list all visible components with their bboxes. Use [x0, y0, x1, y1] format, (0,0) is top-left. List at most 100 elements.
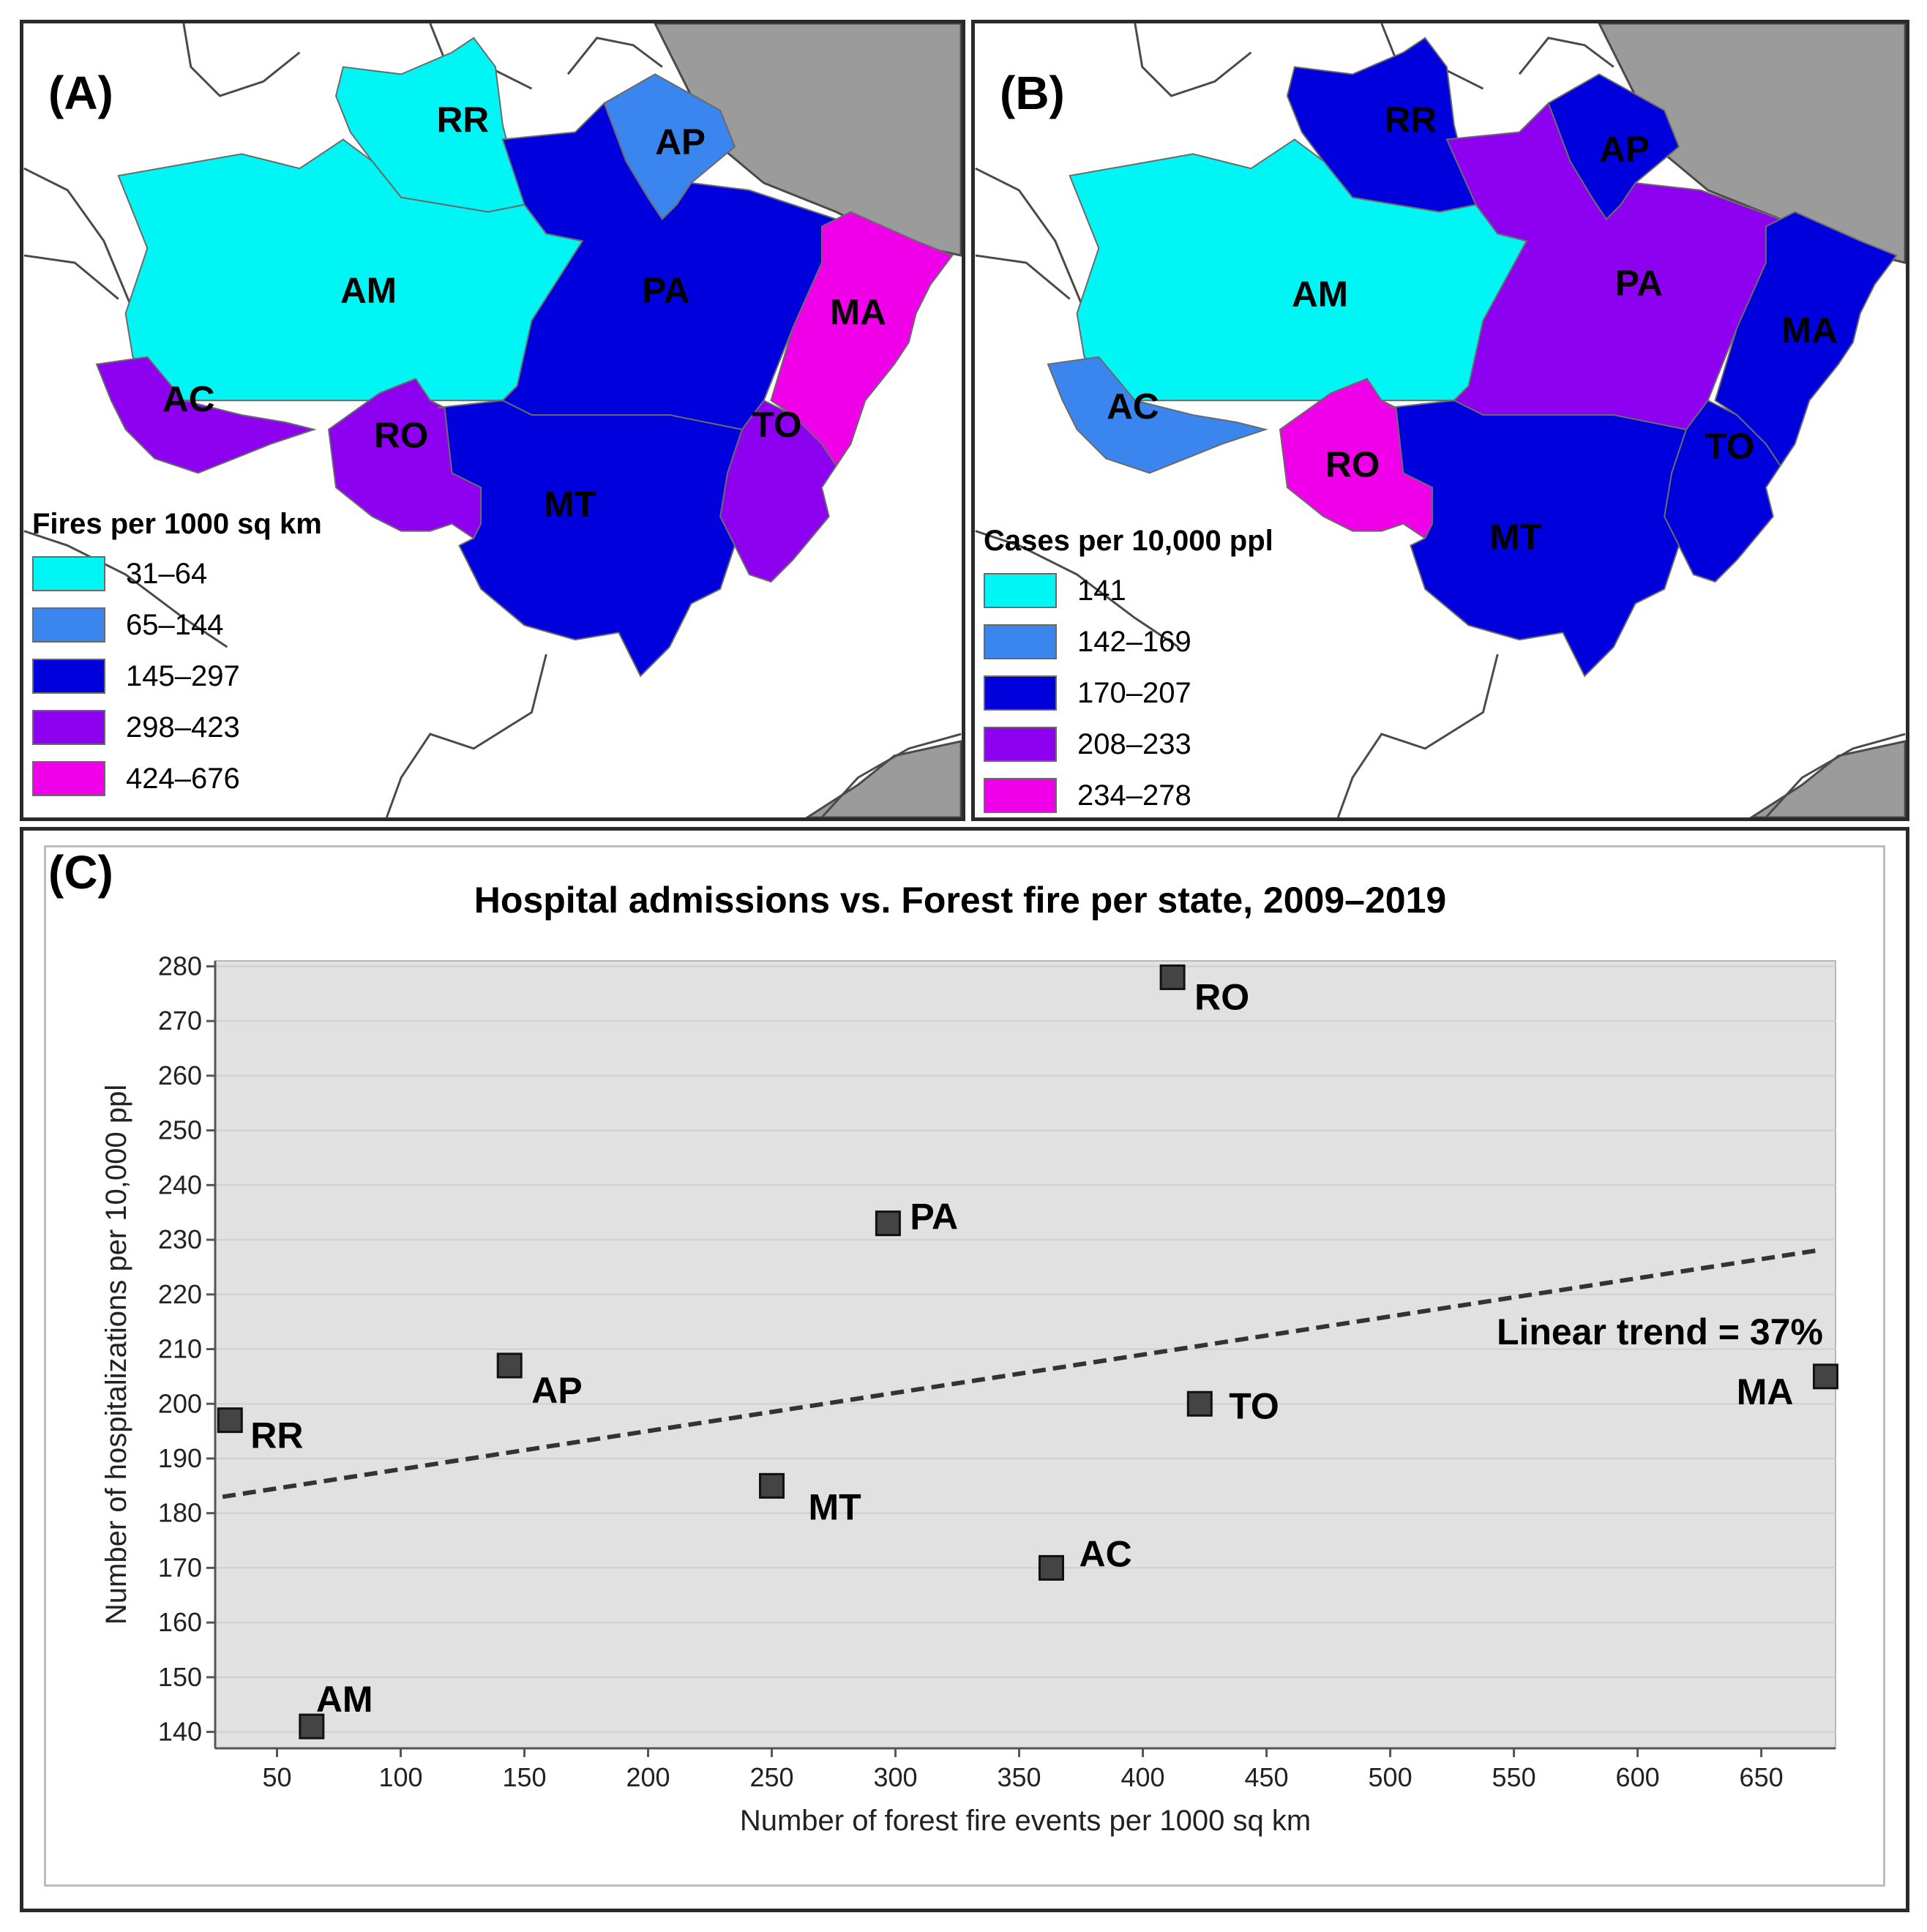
map-a: RR AP AM PA MA AC RO TO MT: [23, 23, 962, 817]
legend-label: 234–278: [1077, 779, 1191, 812]
state-AC: [1047, 356, 1268, 474]
legend-a-item: 298–423: [32, 702, 322, 753]
y-tick-label: 160: [158, 1607, 202, 1637]
state-label-MT: MT: [544, 484, 596, 525]
legend-a-item: 424–676: [32, 753, 322, 804]
point-label-RO: RO: [1194, 976, 1249, 1017]
state-label-RO: RO: [374, 416, 428, 456]
trend-line: [222, 1248, 1816, 1499]
legend-b-item: 141: [984, 565, 1273, 616]
map-panel-b: RR AP AM PA MA AC RO TO MT (B) Cases per…: [971, 20, 1909, 821]
point-RO: [1159, 964, 1186, 990]
point-label-AP: AP: [531, 1370, 582, 1411]
legend-b-title: Cases per 10,000 ppl: [984, 525, 1273, 557]
state-label-RO: RO: [1325, 444, 1380, 484]
x-tick-label: 50: [262, 1762, 291, 1792]
y-tick-label: 170: [158, 1552, 202, 1582]
x-tick-label: 100: [378, 1762, 422, 1792]
y-tick-label: 210: [158, 1334, 202, 1364]
legend-swatch: [32, 556, 105, 591]
trend-label: Linear trend = 37%: [1497, 1311, 1823, 1352]
point-AM: [299, 1713, 325, 1740]
state-label-AP: AP: [1599, 129, 1650, 169]
state-MT: [437, 400, 744, 678]
gridlines: [215, 965, 1836, 1733]
point-label-MT: MT: [809, 1486, 861, 1527]
legend-label: 145–297: [126, 659, 240, 692]
point-MA: [1812, 1363, 1838, 1390]
legend-swatch: [984, 675, 1057, 711]
state-label-PA: PA: [1615, 263, 1663, 304]
y-tick-label: 150: [158, 1662, 202, 1692]
point-label-RR: RR: [250, 1415, 303, 1456]
point-label-AC: AC: [1079, 1533, 1131, 1574]
x-tick-label: 400: [1121, 1762, 1165, 1792]
state-label-AC: AC: [162, 379, 215, 419]
state-label-RR: RR: [437, 100, 490, 141]
point-label-TO: TO: [1229, 1385, 1279, 1426]
legend-swatch: [984, 778, 1057, 813]
y-tick-label: 270: [158, 1006, 202, 1036]
legend-a-title: Fires per 1000 sq km: [32, 508, 322, 540]
y-tick-label: 230: [158, 1224, 202, 1254]
state-label-PA: PA: [642, 270, 689, 310]
state-MT: [1388, 400, 1688, 678]
y-tick-label: 220: [158, 1279, 202, 1309]
y-tick-label: 260: [158, 1060, 202, 1090]
panel-a-tag: (A): [48, 67, 113, 119]
legend-a-item: 145–297: [32, 651, 322, 702]
legend-b-item: 234–278: [984, 770, 1273, 817]
axes: [206, 961, 1836, 1757]
panel-b-tag: (B): [1000, 67, 1065, 119]
y-tick-label: 180: [158, 1498, 202, 1528]
legend-a: Fires per 1000 sq km 31–64 65–144 145–29…: [32, 508, 322, 804]
legend-label: 142–169: [1077, 625, 1191, 658]
y-tick-label: 190: [158, 1443, 202, 1473]
state-MA: [1714, 211, 1898, 468]
x-tick-label: 650: [1740, 1762, 1784, 1792]
point-MT: [759, 1472, 785, 1499]
legend-b-item: 208–233: [984, 719, 1273, 770]
scatter-panel-c: 140 150 160 170 180 190 200 210 220 230 240 250 260 2…: [20, 827, 1909, 1912]
point-label-AM: AM: [316, 1679, 373, 1720]
y-tick-label: 140: [158, 1717, 202, 1747]
state-MA: [770, 211, 954, 468]
point-label-MA: MA: [1737, 1371, 1794, 1412]
x-axis-label: Number of forest fire events per 1000 sq…: [740, 1805, 1311, 1837]
x-tick-label: 150: [502, 1762, 546, 1792]
legend-swatch: [984, 727, 1057, 762]
x-tick-label: 600: [1616, 1762, 1660, 1792]
state-label-MA: MA: [1781, 310, 1838, 351]
state-label-AC: AC: [1107, 386, 1159, 427]
state-label-AP: AP: [655, 121, 706, 162]
y-axis-label: Number of hospitalizations per 10,000 pp…: [100, 1085, 132, 1625]
point-PA: [875, 1210, 901, 1237]
x-tick-label: 500: [1369, 1762, 1412, 1792]
y-tick-label: 240: [158, 1169, 202, 1199]
y-tick-label: 250: [158, 1115, 202, 1145]
point-RR: [217, 1407, 243, 1434]
legend-swatch: [32, 659, 105, 694]
legend-swatch: [984, 624, 1057, 659]
y-tick-label: 200: [158, 1388, 202, 1418]
state-label-TO: TO: [752, 405, 801, 445]
point-label-PA: PA: [910, 1197, 958, 1238]
legend-swatch: [32, 710, 105, 745]
legend-b-item: 142–169: [984, 616, 1273, 667]
data-points: RO PA AP RR MT AC AM TO MA: [217, 964, 1838, 1740]
tick-labels: 140 150 160 170 180 190 200 210 220 230 240 250 260 2…: [158, 951, 1784, 1792]
state-label-AM: AM: [340, 270, 397, 310]
scatter-chart: 140 150 160 170 180 190 200 210 220 230 240 250 260 2…: [100, 880, 1838, 1837]
x-tick-label: 200: [626, 1762, 670, 1792]
legend-label: 31–64: [126, 557, 208, 590]
point-AC: [1038, 1554, 1064, 1581]
state-AC: [95, 356, 317, 474]
legend-label: 424–676: [126, 762, 240, 795]
state-label-RR: RR: [1385, 100, 1437, 141]
x-tick-label: 450: [1245, 1762, 1289, 1792]
x-tick-label: 250: [749, 1762, 793, 1792]
legend-swatch: [32, 761, 105, 796]
legend-label: 208–233: [1077, 727, 1191, 760]
state-label-TO: TO: [1705, 427, 1754, 467]
state-label-MA: MA: [830, 292, 886, 332]
